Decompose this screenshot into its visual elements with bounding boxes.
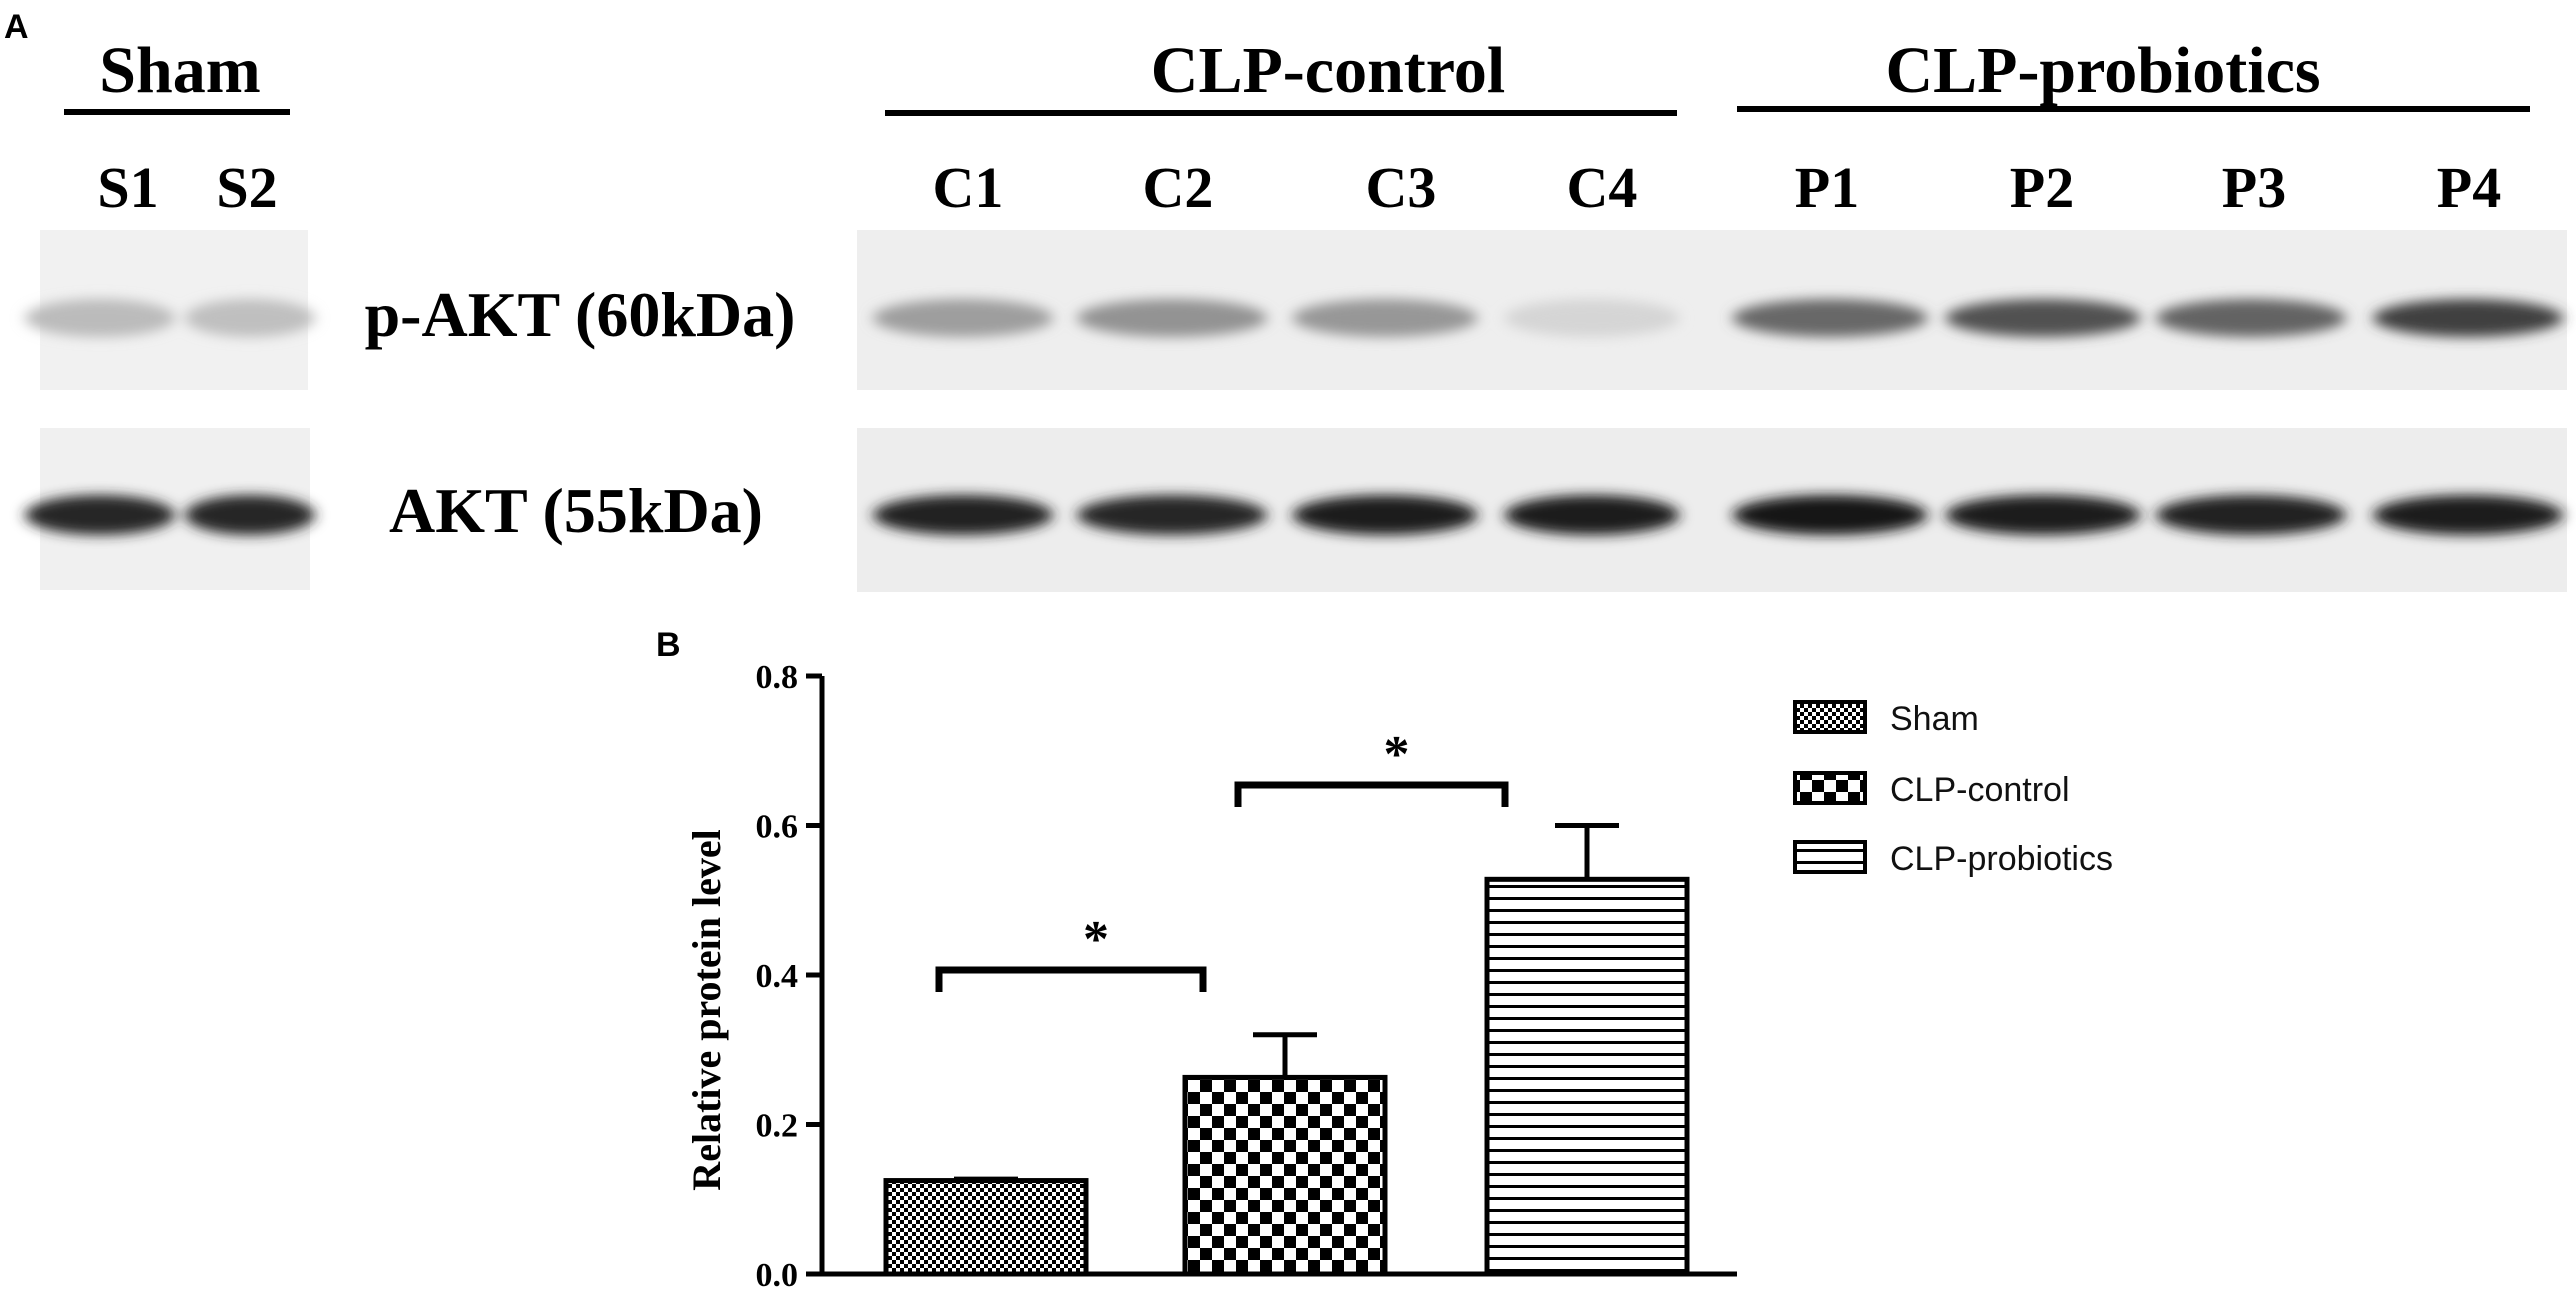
blot-band [1077, 299, 1267, 337]
group-header-clp-control: CLP-control C1 C2 C3 C4 [885, 34, 1677, 220]
lane-label-p4: P4 [2437, 155, 2501, 220]
lane-label-p3: P3 [2222, 155, 2286, 220]
bars [883, 823, 1690, 1277]
bands-akt [25, 495, 2563, 535]
blot-p-akt: p-AKT (60kDa) [25, 230, 2567, 390]
blot-band [1945, 495, 2141, 535]
blot-band [1504, 299, 1680, 337]
blot-label-akt: AKT (55kDa) [389, 475, 763, 546]
significance-star: * [1083, 911, 1109, 968]
blot-band [1504, 495, 1680, 535]
blot-band [2156, 495, 2346, 535]
blot-band [185, 495, 315, 535]
lane-label-c1: C1 [933, 155, 1004, 220]
bar-clp-probiotics [1484, 876, 1690, 1277]
significance-star: * [1384, 726, 1410, 783]
y-tick-label: 0.0 [756, 1257, 799, 1293]
bar-clp-control [1182, 1074, 1388, 1277]
blot-band [1077, 495, 1267, 535]
lane-label-c2: C2 [1143, 155, 1214, 220]
group-title-clp-control: CLP-control [1151, 34, 1505, 107]
bar-sham [883, 1178, 1089, 1277]
group-header-sham: Sham S1 S2 [64, 34, 290, 220]
blot-band [1292, 299, 1478, 337]
blot-band [1732, 299, 1928, 337]
blot-band [185, 299, 315, 337]
lane-label-c3: C3 [1366, 155, 1437, 220]
legend-swatch [1793, 840, 1867, 874]
lane-label-s1: S1 [97, 155, 158, 220]
blot-band [1292, 495, 1478, 535]
y-tick-label: 0.6 [756, 809, 799, 846]
panel-a-letter: A [4, 8, 29, 46]
blot-akt: AKT (55kDa) [25, 428, 2567, 592]
lane-label-s2: S2 [216, 155, 277, 220]
y-tick-label: 0.2 [756, 1108, 799, 1145]
group-underline-sham [64, 109, 290, 115]
blot-band [2156, 299, 2346, 337]
bar-chart: Relative protein level 0.0 0.2 0.4 0.6 0.8 *… [684, 659, 2113, 1293]
blot-band [1732, 495, 1928, 535]
blot-label-p-akt: p-AKT (60kDa) [365, 279, 796, 350]
significance-bracket [1234, 781, 1509, 807]
group-underline-clp-probiotics [1737, 106, 2530, 112]
lane-label-c4: C4 [1567, 155, 1638, 220]
blot-band [25, 299, 175, 337]
significance-brackets: ** [935, 726, 1509, 992]
significance-bracket [935, 966, 1207, 992]
legend-swatch [1793, 700, 1867, 734]
blot-band [873, 299, 1053, 337]
y-tick-label: 0.4 [756, 958, 799, 995]
blot-band [2373, 299, 2563, 337]
lane-label-p1: P1 [1795, 155, 1859, 220]
blot-band [873, 495, 1053, 535]
blot-band [2373, 495, 2563, 535]
group-title-clp-probiotics: CLP-probiotics [1885, 34, 2320, 107]
group-underline-clp-control [885, 110, 1677, 116]
y-tick-label: 0.8 [756, 659, 799, 696]
legend-label: Sham [1890, 700, 1979, 738]
group-title-sham: Sham [99, 34, 260, 107]
y-axis-title: Relative protein level [684, 829, 729, 1190]
legend-label: CLP-probiotics [1890, 840, 2113, 878]
legend-label: CLP-control [1890, 771, 2070, 809]
panel-b-letter: B [656, 626, 681, 664]
lane-label-p2: P2 [2010, 155, 2074, 220]
group-header-clp-probiotics: CLP-probiotics P1 P2 P3 P4 [1737, 34, 2530, 220]
legend: Sham CLP-control CLP-probiotics [1793, 700, 2113, 878]
legend-swatch [1793, 771, 1867, 805]
blot-band [1945, 299, 2141, 337]
blot-band [25, 495, 175, 535]
bands-p-akt [25, 299, 2563, 337]
